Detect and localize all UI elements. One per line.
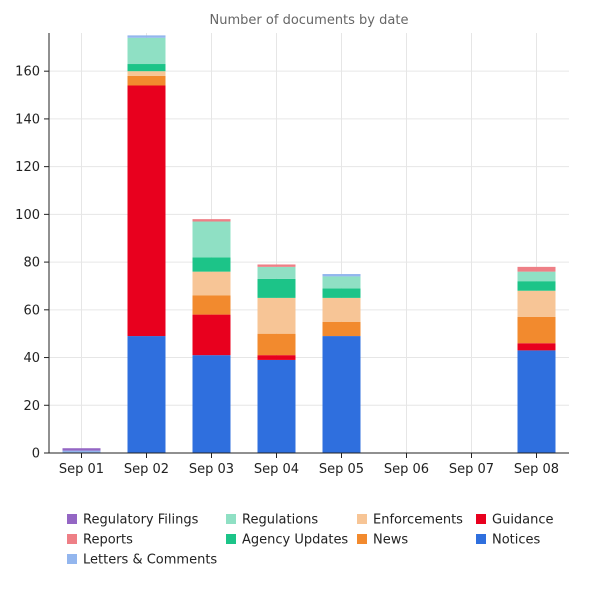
legend-label: Notices [492, 533, 541, 548]
x-tick-label: Sep 06 [384, 462, 429, 477]
bar-segment-agency-updates[interactable] [192, 257, 231, 272]
legend-label: Guidance [492, 513, 554, 528]
bar-segment-agency-updates[interactable] [127, 64, 166, 72]
legend-swatch [67, 534, 77, 544]
bar-segment-regulatory-filings[interactable] [62, 448, 101, 451]
bar-segment-agency-updates[interactable] [322, 288, 361, 298]
x-tick-labels: Sep 01 Sep 02 Sep 03 Sep 04 Sep 05 Sep 06 Sep … [59, 462, 559, 477]
chart-title: Number of documents by date [210, 13, 409, 28]
bar-segment-news[interactable] [127, 75, 166, 86]
x-tick-label: Sep 03 [189, 462, 234, 477]
bar-segment-guidance[interactable] [127, 85, 166, 337]
bar-segment-guidance[interactable] [517, 343, 556, 351]
bar-segment-reports[interactable] [517, 266, 556, 272]
bar-stack-sep-05 [322, 274, 361, 453]
bar-segment-notices[interactable] [192, 355, 231, 453]
legend-label: Reports [83, 533, 133, 548]
legend-label: Enforcements [373, 513, 463, 528]
y-tick-label: 60 [23, 303, 40, 318]
legend-item-regulatory-filings[interactable]: Regulatory Filings [67, 513, 199, 528]
bars [62, 35, 556, 453]
bar-segment-agency-updates[interactable] [257, 278, 296, 298]
y-tick-label: 20 [23, 399, 40, 414]
legend-swatch [476, 534, 486, 544]
legend-swatch [226, 534, 236, 544]
legend-swatch [67, 554, 77, 564]
legend-swatch [357, 534, 367, 544]
legend-label: Regulations [242, 513, 318, 528]
legend-swatch [476, 514, 486, 524]
bar-segment-guidance[interactable] [257, 355, 296, 360]
bar-segment-enforcements[interactable] [127, 71, 166, 76]
legend-swatch [67, 514, 77, 524]
bar-segment-news[interactable] [192, 295, 231, 315]
bar-segment-regulations[interactable] [192, 221, 231, 258]
bar-stack-sep-08 [517, 266, 556, 453]
bar-segment-regulations[interactable] [517, 271, 556, 282]
legend-item-agency-updates[interactable]: Agency Updates [226, 533, 348, 548]
bar-segment-letters-and-comments[interactable] [127, 35, 166, 38]
bar-segment-agency-updates[interactable] [517, 281, 556, 291]
y-tick-label: 80 [23, 256, 40, 271]
legend-item-guidance[interactable]: Guidance [476, 513, 554, 528]
x-tick-label: Sep 01 [59, 462, 104, 477]
y-tick-label: 0 [32, 447, 40, 462]
legend[interactable]: Regulatory Filings Regulations Enforcement… [67, 513, 554, 568]
legend-item-notices[interactable]: Notices [476, 533, 541, 548]
bar-segment-letters-and-comments[interactable] [322, 274, 361, 277]
bar-segment-enforcements[interactable] [192, 271, 231, 296]
bar-segment-enforcements[interactable] [517, 290, 556, 317]
legend-label: Letters & Comments [83, 553, 217, 568]
x-tick-label: Sep 04 [254, 462, 299, 477]
bar-segment-enforcements[interactable] [322, 297, 361, 322]
bar-segment-notices[interactable] [517, 350, 556, 453]
legend-item-news[interactable]: News [357, 533, 408, 548]
axes [44, 33, 569, 458]
bar-segment-notices[interactable] [257, 359, 296, 453]
y-tick-label: 100 [15, 208, 40, 223]
legend-item-letters-and-comments[interactable]: Letters & Comments [67, 553, 217, 568]
bar-segment-enforcements[interactable] [257, 297, 296, 334]
bar-segment-notices[interactable] [127, 336, 166, 453]
bar-segment-reports[interactable] [257, 264, 296, 267]
legend-label: Regulatory Filings [83, 513, 199, 528]
bar-segment-guidance[interactable] [192, 314, 231, 356]
bar-stack-sep-01 [62, 448, 101, 453]
y-tick-label: 120 [15, 160, 40, 175]
legend-label: News [373, 533, 408, 548]
bar-segment-news[interactable] [517, 316, 556, 344]
bar-stack-sep-02 [127, 35, 166, 453]
bar-segment-news[interactable] [257, 333, 296, 356]
x-tick-label: Sep 08 [514, 462, 559, 477]
legend-swatch [226, 514, 236, 524]
legend-item-reports[interactable]: Reports [67, 533, 133, 548]
x-tick-label: Sep 02 [124, 462, 169, 477]
y-tick-label: 160 [15, 65, 40, 80]
bar-segment-letters-and-comments[interactable] [62, 450, 101, 453]
bar-segment-news[interactable] [322, 321, 361, 337]
bar-segment-regulations[interactable] [257, 266, 296, 279]
bar-segment-regulations[interactable] [127, 37, 166, 65]
bar-stack-sep-03 [192, 219, 231, 453]
y-tick-labels: 0 20 40 60 80 100 120 140 160 [15, 65, 40, 462]
bar-segment-regulations[interactable] [322, 276, 361, 289]
bar-stack-sep-04 [257, 264, 296, 453]
legend-swatch [357, 514, 367, 524]
y-tick-label: 40 [23, 351, 40, 366]
legend-item-regulations[interactable]: Regulations [226, 513, 318, 528]
bar-segment-reports[interactable] [192, 219, 231, 222]
x-tick-label: Sep 05 [319, 462, 364, 477]
legend-label: Agency Updates [242, 533, 348, 548]
x-tick-label: Sep 07 [449, 462, 494, 477]
y-tick-label: 140 [15, 112, 40, 127]
grid-lines [49, 33, 569, 453]
bar-segment-notices[interactable] [322, 336, 361, 453]
legend-item-enforcements[interactable]: Enforcements [357, 513, 463, 528]
